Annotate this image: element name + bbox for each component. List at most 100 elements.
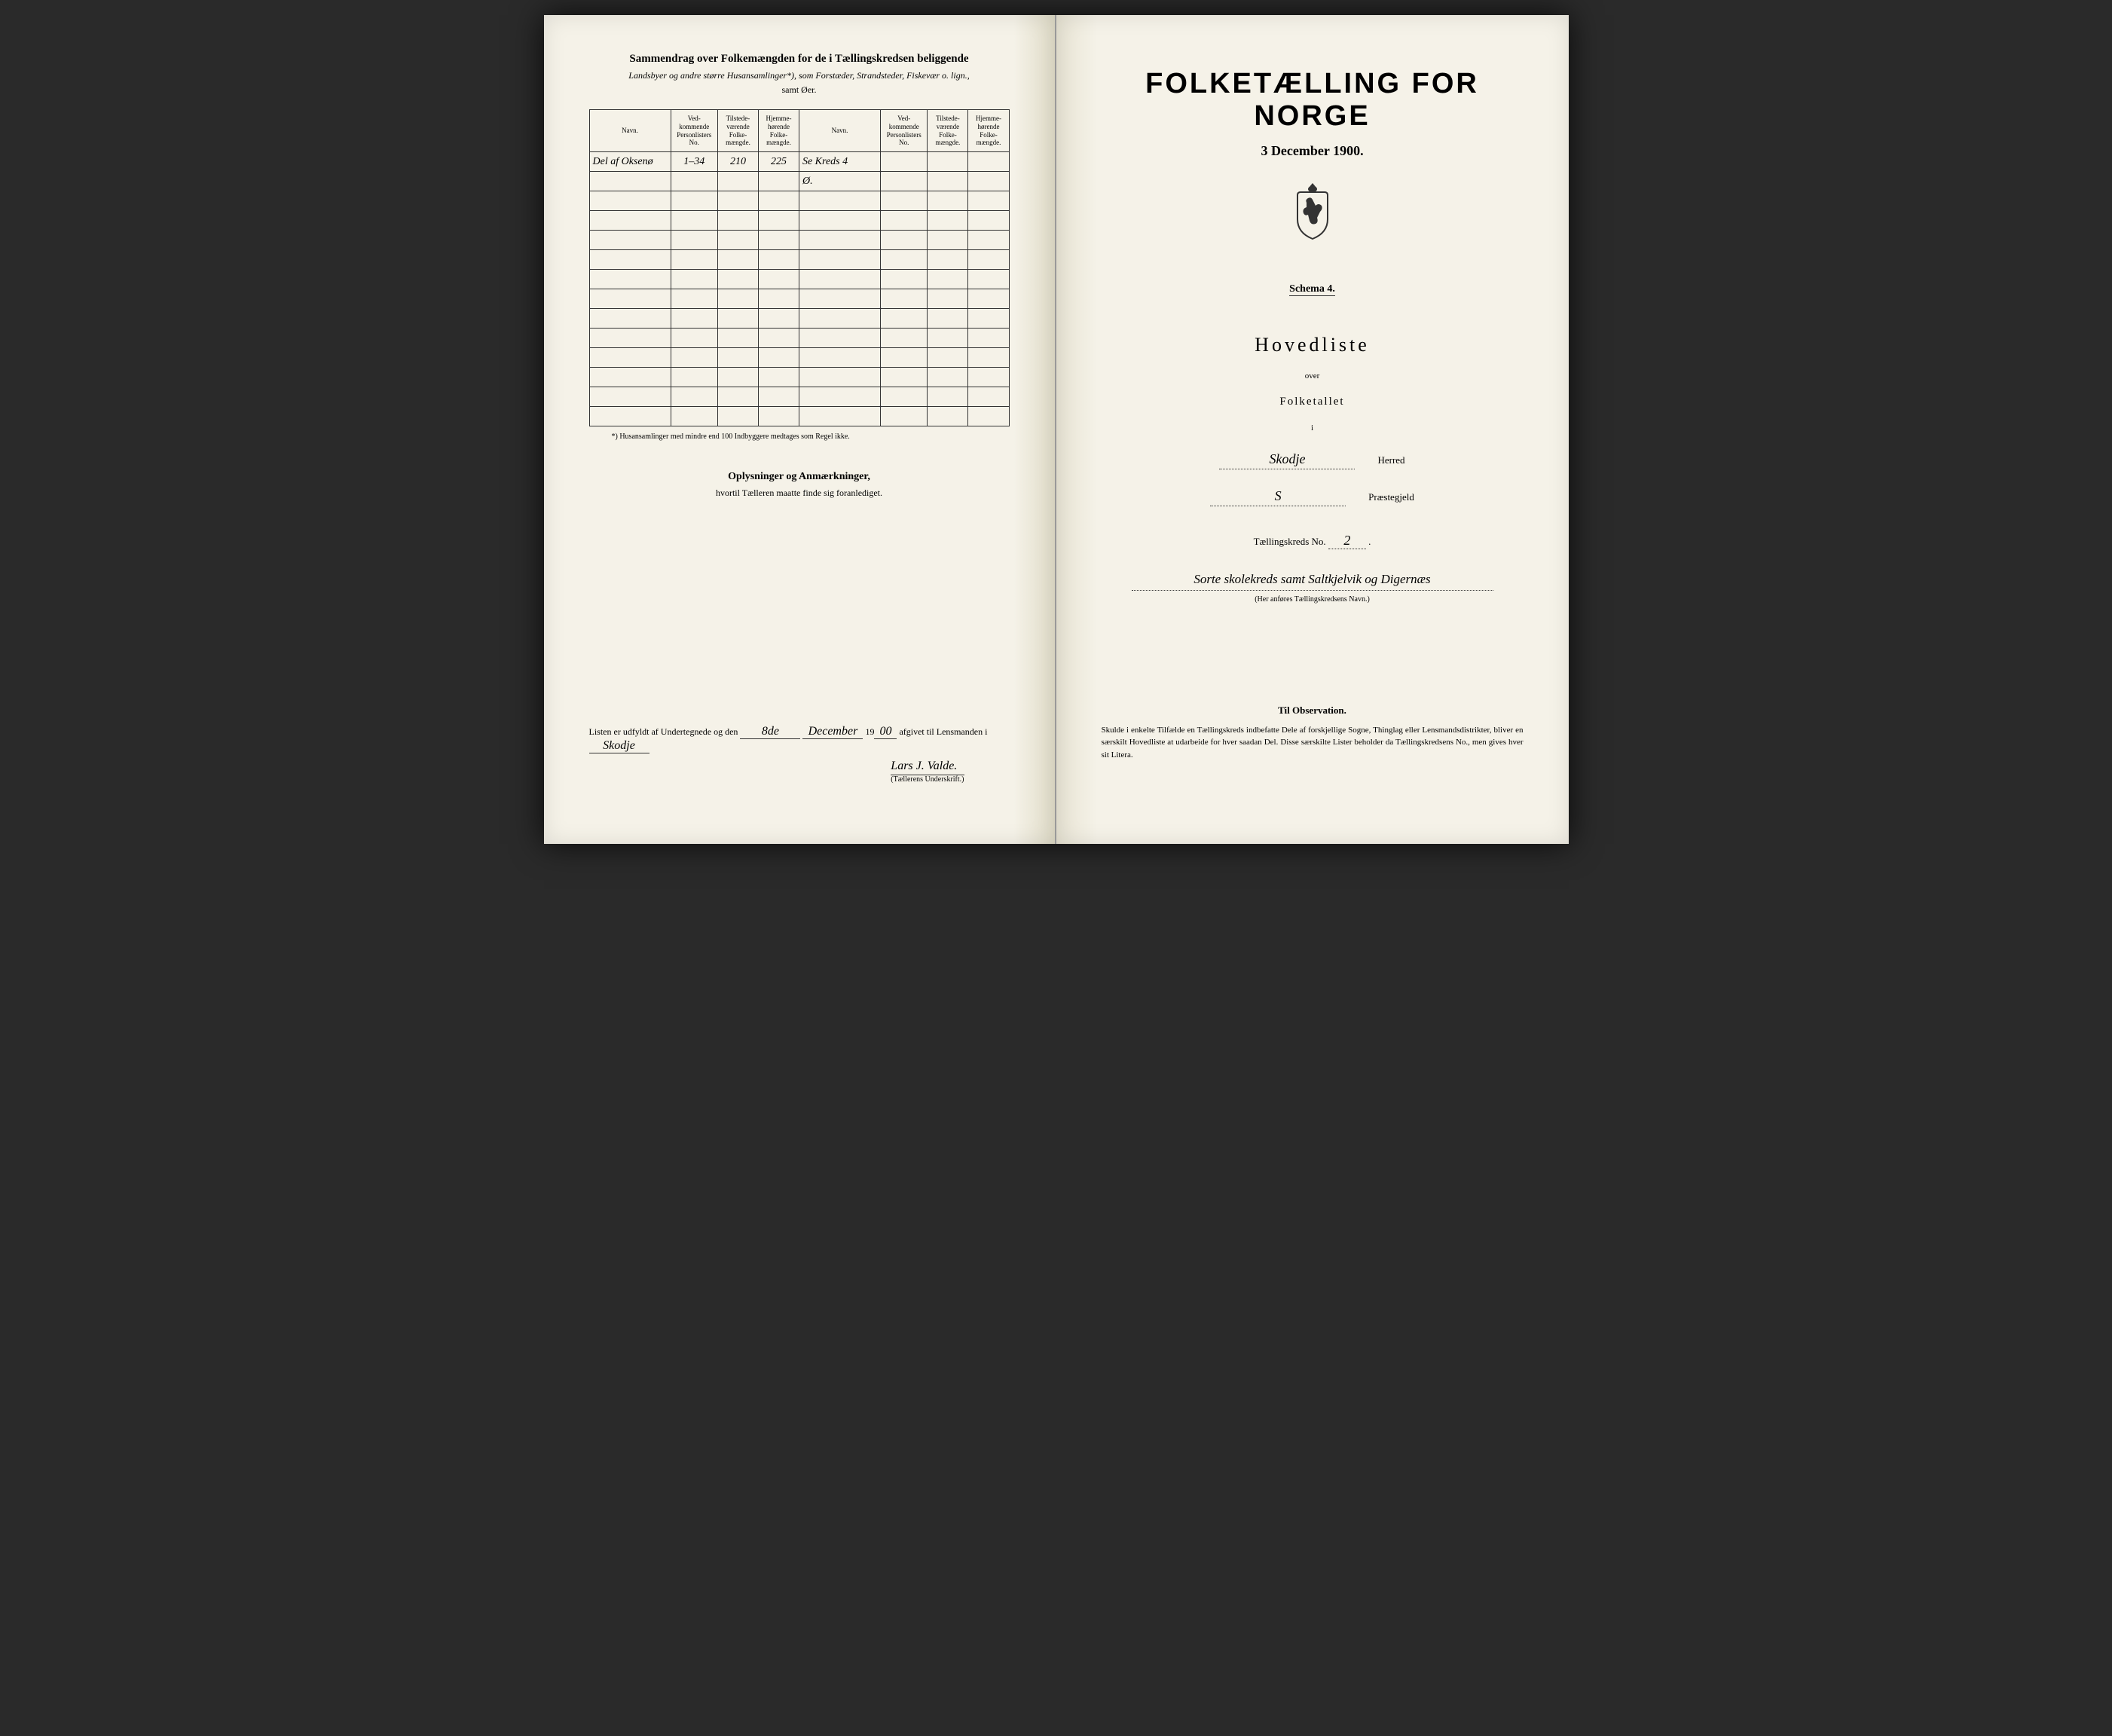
table-cell [671, 309, 717, 329]
table-cell: 225 [758, 152, 799, 172]
table-cell [671, 387, 717, 407]
table-cell [589, 309, 671, 329]
table-cell [589, 231, 671, 250]
table-cell [671, 407, 717, 426]
table-cell [880, 211, 927, 231]
table-cell [799, 329, 880, 348]
table-cell [968, 289, 1009, 309]
summary-subtitle: Landsbyer og andre større Husansamlinger… [589, 70, 1010, 81]
herred-label: Herred [1377, 454, 1404, 466]
table-cell [799, 250, 880, 270]
schema-label: Schema 4. [1289, 283, 1335, 296]
table-cell [717, 368, 758, 387]
table-cell [968, 348, 1009, 368]
table-cell [671, 348, 717, 368]
table-cell [717, 211, 758, 231]
table-cell [758, 250, 799, 270]
table-row [589, 289, 1009, 309]
table-cell [589, 191, 671, 211]
taellingskreds-label: Tællingskreds No. [1254, 536, 1326, 547]
oplysninger-subtitle: hvortil Tælleren maatte finde sig foranl… [589, 487, 1010, 499]
table-row [589, 329, 1009, 348]
table-cell [589, 250, 671, 270]
table-cell [758, 270, 799, 289]
table-cell [758, 368, 799, 387]
observation-block: Til Observation. Skulde i enkelte Tilfæl… [1102, 704, 1524, 762]
table-cell [758, 407, 799, 426]
right-page: FOLKETÆLLING FOR NORGE 3 December 1900. … [1056, 15, 1569, 844]
table-cell [968, 152, 1009, 172]
table-cell [928, 309, 968, 329]
table-cell [928, 368, 968, 387]
th-hjemme2: Hjemme- hørende Folke- mængde. [968, 110, 1009, 152]
table-row [589, 270, 1009, 289]
table-cell [589, 270, 671, 289]
table-cell [758, 231, 799, 250]
th-tilstede2: Tilstede- værende Folke- mængde. [928, 110, 968, 152]
table-row: Del af Oksenø1–34210225Se Kreds 4 [589, 152, 1009, 172]
table-cell [589, 407, 671, 426]
summary-subtitle2: samt Øer. [589, 84, 1010, 96]
table-cell [799, 270, 880, 289]
signature-name-block: Lars J. Valde. (Tællerens Underskrift.) [891, 760, 964, 784]
signature-year-prefix: 19 [865, 726, 874, 737]
table-cell [880, 309, 927, 329]
table-cell: Del af Oksenø [589, 152, 671, 172]
table-cell [589, 387, 671, 407]
table-cell [928, 348, 968, 368]
table-cell [717, 407, 758, 426]
table-cell [928, 387, 968, 407]
table-cell [758, 289, 799, 309]
table-row [589, 231, 1009, 250]
th-vedkommende: Ved- kommende Personlisters No. [671, 110, 717, 152]
signature-year: 00 [874, 725, 897, 739]
signature-place: Skodje [589, 739, 649, 753]
table-cell [799, 368, 880, 387]
table-cell [717, 329, 758, 348]
table-cell [758, 348, 799, 368]
table-row [589, 191, 1009, 211]
table-cell [758, 172, 799, 191]
table-cell [589, 329, 671, 348]
herred-row: Skodje Herred [1102, 451, 1524, 469]
taellingskreds-no: 2 [1328, 533, 1366, 549]
kreds-paren: (Her anføres Tællingskredsens Navn.) [1102, 595, 1524, 604]
table-row [589, 211, 1009, 231]
praestegjeld-row: S Præstegjeld [1102, 488, 1524, 506]
table-cell [880, 172, 927, 191]
table-cell [968, 211, 1009, 231]
table-cell: 1–34 [671, 152, 717, 172]
table-cell [968, 407, 1009, 426]
table-cell [880, 289, 927, 309]
table-cell [880, 191, 927, 211]
table-cell [968, 250, 1009, 270]
signature-middle: afgivet til Lensmanden i [899, 726, 987, 737]
th-navn2: Navn. [799, 110, 880, 152]
table-cell [968, 387, 1009, 407]
table-cell [717, 348, 758, 368]
table-cell [717, 172, 758, 191]
table-row [589, 407, 1009, 426]
table-cell [968, 329, 1009, 348]
table-cell [589, 289, 671, 309]
table-cell [880, 270, 927, 289]
table-cell [880, 387, 927, 407]
th-hjemme: Hjemme- hørende Folke- mængde. [758, 110, 799, 152]
table-cell [928, 211, 968, 231]
table-cell [671, 368, 717, 387]
table-cell [671, 211, 717, 231]
book-spread: Sammendrag over Folkemængden for de i Tæ… [544, 15, 1569, 844]
table-cell [671, 231, 717, 250]
summary-title: Sammendrag over Folkemængden for de i Tæ… [589, 53, 1010, 66]
table-cell: Se Kreds 4 [799, 152, 880, 172]
schema-wrap: Schema 4. [1102, 261, 1524, 296]
herred-value: Skodje [1219, 451, 1355, 469]
table-cell [799, 289, 880, 309]
table-cell [799, 231, 880, 250]
table-cell [928, 250, 968, 270]
table-cell [717, 191, 758, 211]
table-cell [880, 250, 927, 270]
table-cell [671, 329, 717, 348]
praestegjeld-value: S [1210, 488, 1346, 506]
summary-table: Navn. Ved- kommende Personlisters No. Ti… [589, 109, 1010, 426]
